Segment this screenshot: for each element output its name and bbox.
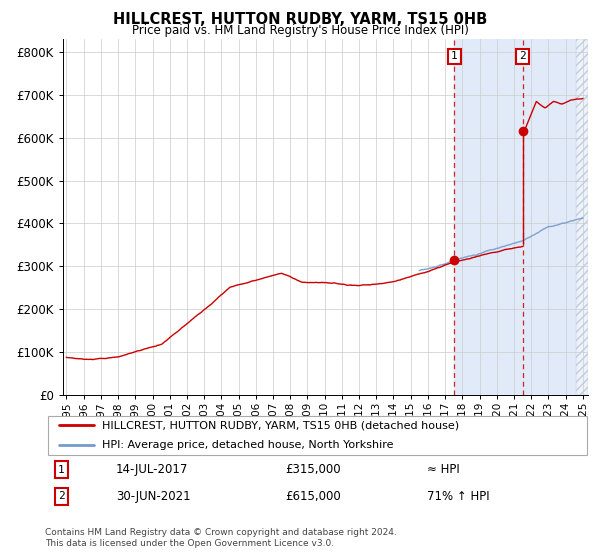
Text: HILLCREST, HUTTON RUDBY, YARM, TS15 0HB (detached house): HILLCREST, HUTTON RUDBY, YARM, TS15 0HB … bbox=[103, 421, 460, 430]
Bar bbox=[576, 39, 588, 395]
Text: ≈ HPI: ≈ HPI bbox=[427, 463, 460, 476]
Text: 2: 2 bbox=[58, 491, 65, 501]
Text: £615,000: £615,000 bbox=[285, 490, 341, 503]
Text: 1: 1 bbox=[451, 52, 458, 62]
Text: 14-JUL-2017: 14-JUL-2017 bbox=[116, 463, 188, 476]
Text: HPI: Average price, detached house, North Yorkshire: HPI: Average price, detached house, Nort… bbox=[103, 441, 394, 450]
Text: 1: 1 bbox=[58, 465, 65, 475]
Text: 71% ↑ HPI: 71% ↑ HPI bbox=[427, 490, 490, 503]
Text: HILLCREST, HUTTON RUDBY, YARM, TS15 0HB: HILLCREST, HUTTON RUDBY, YARM, TS15 0HB bbox=[113, 12, 487, 27]
Bar bbox=[576, 39, 588, 395]
Text: 2: 2 bbox=[519, 52, 526, 62]
Text: 30-JUN-2021: 30-JUN-2021 bbox=[116, 490, 191, 503]
Text: £315,000: £315,000 bbox=[285, 463, 341, 476]
Text: Price paid vs. HM Land Registry's House Price Index (HPI): Price paid vs. HM Land Registry's House … bbox=[131, 24, 469, 37]
Bar bbox=[454, 39, 576, 395]
Text: This data is licensed under the Open Government Licence v3.0.: This data is licensed under the Open Gov… bbox=[45, 539, 334, 548]
FancyBboxPatch shape bbox=[48, 416, 587, 455]
Text: Contains HM Land Registry data © Crown copyright and database right 2024.: Contains HM Land Registry data © Crown c… bbox=[45, 528, 397, 536]
